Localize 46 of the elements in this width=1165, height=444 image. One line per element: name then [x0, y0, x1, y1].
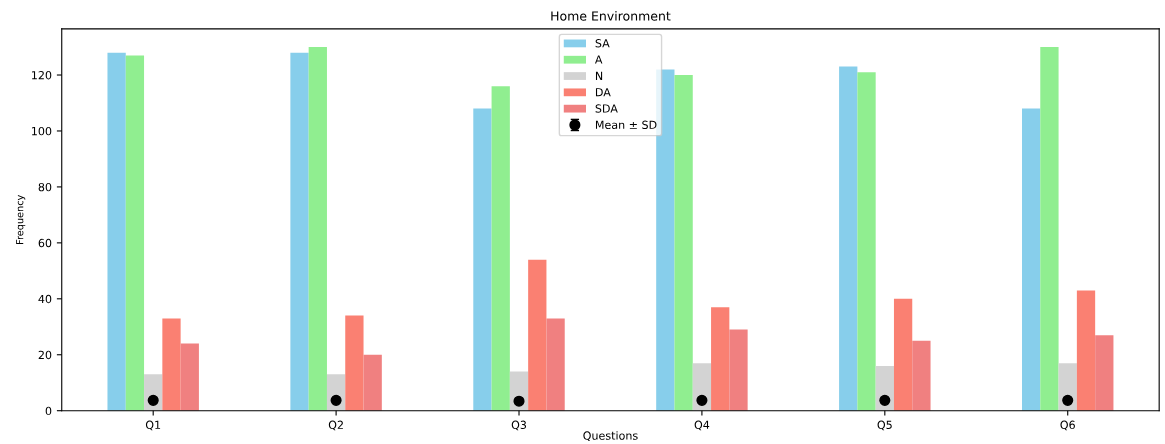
bar — [857, 72, 876, 411]
bar — [290, 52, 309, 411]
bar — [107, 52, 126, 411]
y-tick-label: 100 — [32, 126, 52, 136]
x-axis-title: Questions — [583, 431, 638, 442]
x-tick-label: Q1 — [145, 420, 161, 431]
legend-label: DA — [595, 88, 611, 97]
bar — [674, 75, 693, 411]
y-tick-label: 0 — [45, 406, 52, 416]
legend-label: SA — [595, 39, 610, 48]
y-tick-label: 20 — [38, 350, 52, 360]
bar — [656, 69, 675, 411]
bar — [729, 329, 748, 411]
bar — [491, 86, 510, 411]
bar — [839, 66, 858, 411]
x-tick-label: Q5 — [877, 420, 892, 431]
bar — [912, 340, 931, 411]
bar — [180, 343, 199, 411]
y-tick-label: 60 — [38, 238, 52, 248]
bar — [162, 318, 181, 411]
legend-label: SDA — [595, 104, 618, 113]
bar — [363, 354, 382, 411]
bar — [125, 55, 145, 411]
bar — [1040, 47, 1059, 411]
bar — [1022, 108, 1041, 411]
legend-label: Mean ± SD — [595, 120, 657, 130]
y-tick-label: 40 — [38, 294, 52, 304]
x-tick-label: Q4 — [694, 420, 710, 431]
y-axis-title: Frequency — [16, 194, 26, 244]
x-tick-label: Q6 — [1060, 420, 1075, 431]
chart-title: Home Environment — [551, 11, 671, 21]
y-tick-label: 80 — [38, 182, 52, 192]
legend-label: A — [594, 55, 603, 64]
bar — [1076, 290, 1096, 411]
bar — [711, 307, 730, 411]
bar — [528, 259, 547, 411]
x-tick-label: Q2 — [328, 420, 343, 431]
bar — [345, 315, 364, 411]
y-tick-label: 120 — [32, 70, 52, 80]
x-tick-label: Q3 — [511, 420, 527, 431]
bar — [308, 47, 327, 411]
bar — [893, 298, 913, 411]
bar — [1095, 335, 1114, 411]
legend-label: N — [595, 71, 603, 80]
bar — [473, 108, 492, 411]
bar — [546, 318, 565, 411]
